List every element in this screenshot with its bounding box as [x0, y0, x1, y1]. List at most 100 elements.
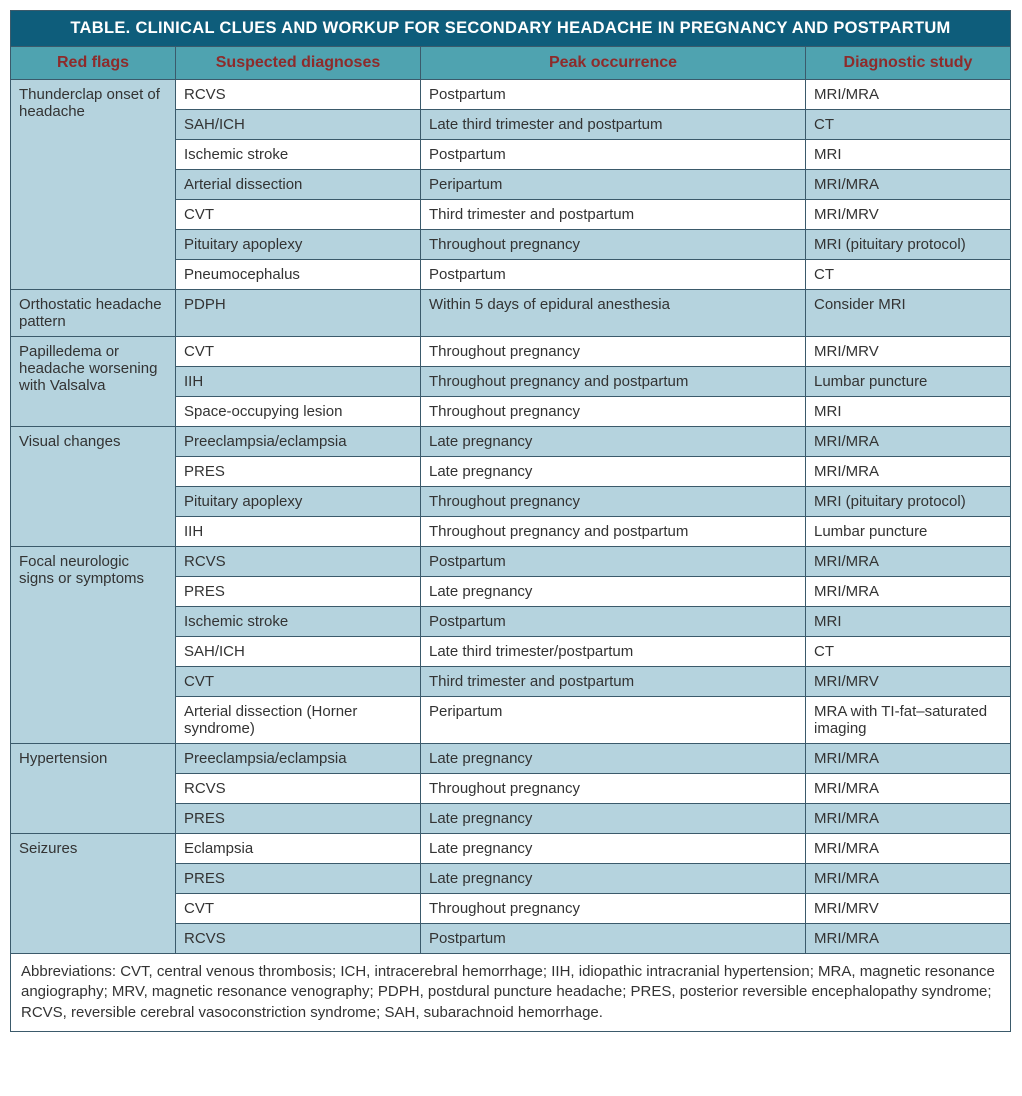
diagnosis-cell: PRES — [176, 577, 421, 607]
occurrence-cell: Throughout pregnancy — [421, 774, 806, 804]
red-flag-cell: Papilledema or headache worsening with V… — [11, 337, 176, 427]
occurrence-cell: Third trimester and postpartum — [421, 667, 806, 697]
col-header-diagnoses: Suspected diagnoses — [176, 47, 421, 80]
diagnosis-cell: Pituitary apoplexy — [176, 230, 421, 260]
diagnosis-cell: RCVS — [176, 774, 421, 804]
study-cell: MRI — [806, 607, 1011, 637]
study-cell: MRI/MRA — [806, 427, 1011, 457]
occurrence-cell: Late pregnancy — [421, 744, 806, 774]
occurrence-cell: Late pregnancy — [421, 834, 806, 864]
study-cell: Lumbar puncture — [806, 517, 1011, 547]
table-title: TABLE. CLINICAL CLUES AND WORKUP FOR SEC… — [11, 11, 1011, 47]
occurrence-cell: Late pregnancy — [421, 864, 806, 894]
study-cell: MRI/MRV — [806, 667, 1011, 697]
occurrence-cell: Late third trimester/postpartum — [421, 637, 806, 667]
diagnosis-cell: Eclampsia — [176, 834, 421, 864]
study-cell: MRI/MRA — [806, 834, 1011, 864]
study-cell: MRI/MRV — [806, 200, 1011, 230]
study-cell: MRI (pituitary protocol) — [806, 230, 1011, 260]
occurrence-cell: Postpartum — [421, 80, 806, 110]
red-flag-cell: Thunderclap onset of headache — [11, 80, 176, 290]
study-cell: MRI/MRA — [806, 80, 1011, 110]
study-cell: MRI/MRA — [806, 577, 1011, 607]
occurrence-cell: Postpartum — [421, 140, 806, 170]
diagnosis-cell: SAH/ICH — [176, 110, 421, 140]
diagnosis-cell: Ischemic stroke — [176, 607, 421, 637]
occurrence-cell: Postpartum — [421, 547, 806, 577]
occurrence-cell: Postpartum — [421, 607, 806, 637]
red-flag-cell: Visual changes — [11, 427, 176, 547]
occurrence-cell: Peripartum — [421, 170, 806, 200]
study-cell: MRI/MRA — [806, 924, 1011, 954]
occurrence-cell: Throughout pregnancy — [421, 397, 806, 427]
diagnosis-cell: RCVS — [176, 924, 421, 954]
table-row: Orthostatic headache patternPDPHWithin 5… — [11, 290, 1011, 337]
study-cell: Consider MRI — [806, 290, 1011, 337]
study-cell: MRI/MRA — [806, 804, 1011, 834]
study-cell: CT — [806, 110, 1011, 140]
study-cell: CT — [806, 637, 1011, 667]
study-cell: MRI/MRA — [806, 547, 1011, 577]
table-row: Papilledema or headache worsening with V… — [11, 337, 1011, 367]
diagnosis-cell: Arterial dissection — [176, 170, 421, 200]
col-header-occurrence: Peak occurrence — [421, 47, 806, 80]
table-row: Visual changesPreeclampsia/eclampsiaLate… — [11, 427, 1011, 457]
clinical-clues-table: TABLE. CLINICAL CLUES AND WORKUP FOR SEC… — [10, 10, 1011, 1032]
red-flag-cell: Seizures — [11, 834, 176, 954]
diagnosis-cell: SAH/ICH — [176, 637, 421, 667]
study-cell: CT — [806, 260, 1011, 290]
table-header-row: Red flags Suspected diagnoses Peak occur… — [11, 47, 1011, 80]
diagnosis-cell: Pneumocephalus — [176, 260, 421, 290]
table-row: SeizuresEclampsiaLate pregnancyMRI/MRA — [11, 834, 1011, 864]
diagnosis-cell: Ischemic stroke — [176, 140, 421, 170]
diagnosis-cell: CVT — [176, 667, 421, 697]
occurrence-cell: Throughout pregnancy and postpartum — [421, 367, 806, 397]
diagnosis-cell: Preeclampsia/eclampsia — [176, 427, 421, 457]
occurrence-cell: Throughout pregnancy — [421, 894, 806, 924]
abbreviations-text: Abbreviations: CVT, central venous throm… — [11, 954, 1011, 1032]
table-row: HypertensionPreeclampsia/eclampsiaLate p… — [11, 744, 1011, 774]
occurrence-cell: Late pregnancy — [421, 804, 806, 834]
table-body: Thunderclap onset of headacheRCVSPostpar… — [11, 80, 1011, 954]
study-cell: MRI (pituitary protocol) — [806, 487, 1011, 517]
occurrence-cell: Throughout pregnancy — [421, 337, 806, 367]
red-flag-cell: Orthostatic headache pattern — [11, 290, 176, 337]
red-flag-cell: Focal neurologic signs or symptoms — [11, 547, 176, 744]
occurrence-cell: Late pregnancy — [421, 457, 806, 487]
diagnosis-cell: IIH — [176, 367, 421, 397]
diagnosis-cell: Pituitary apoplexy — [176, 487, 421, 517]
occurrence-cell: Throughout pregnancy and postpartum — [421, 517, 806, 547]
abbreviations-row: Abbreviations: CVT, central venous throm… — [11, 954, 1011, 1032]
diagnosis-cell: Space-occupying lesion — [176, 397, 421, 427]
diagnosis-cell: RCVS — [176, 80, 421, 110]
study-cell: MRI/MRA — [806, 744, 1011, 774]
occurrence-cell: Peripartum — [421, 697, 806, 744]
study-cell: MRA with TI-fat–saturated imaging — [806, 697, 1011, 744]
diagnosis-cell: Arterial dissection (Horner syndrome) — [176, 697, 421, 744]
study-cell: MRI/MRA — [806, 864, 1011, 894]
occurrence-cell: Throughout pregnancy — [421, 230, 806, 260]
diagnosis-cell: PDPH — [176, 290, 421, 337]
col-header-redflags: Red flags — [11, 47, 176, 80]
col-header-study: Diagnostic study — [806, 47, 1011, 80]
study-cell: MRI/MRA — [806, 170, 1011, 200]
occurrence-cell: Throughout pregnancy — [421, 487, 806, 517]
diagnosis-cell: CVT — [176, 200, 421, 230]
occurrence-cell: Late pregnancy — [421, 577, 806, 607]
diagnosis-cell: PRES — [176, 864, 421, 894]
occurrence-cell: Postpartum — [421, 924, 806, 954]
diagnosis-cell: CVT — [176, 337, 421, 367]
study-cell: MRI — [806, 397, 1011, 427]
diagnosis-cell: Preeclampsia/eclampsia — [176, 744, 421, 774]
table-row: Focal neurologic signs or symptomsRCVSPo… — [11, 547, 1011, 577]
study-cell: Lumbar puncture — [806, 367, 1011, 397]
diagnosis-cell: PRES — [176, 804, 421, 834]
occurrence-cell: Late third trimester and postpartum — [421, 110, 806, 140]
study-cell: MRI/MRA — [806, 774, 1011, 804]
study-cell: MRI/MRV — [806, 337, 1011, 367]
study-cell: MRI/MRV — [806, 894, 1011, 924]
occurrence-cell: Late pregnancy — [421, 427, 806, 457]
table-row: Thunderclap onset of headacheRCVSPostpar… — [11, 80, 1011, 110]
occurrence-cell: Within 5 days of epidural anesthesia — [421, 290, 806, 337]
study-cell: MRI — [806, 140, 1011, 170]
